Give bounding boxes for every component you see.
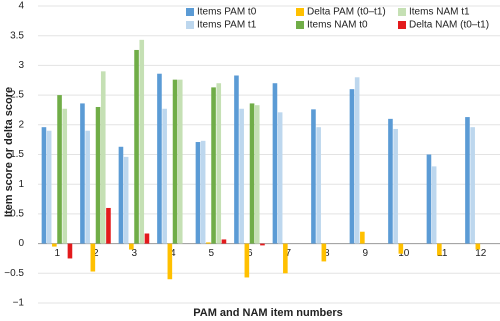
bar xyxy=(144,233,150,244)
legend-label: Items NAM t1 xyxy=(409,7,470,18)
legend-swatch xyxy=(398,21,406,29)
bar xyxy=(360,231,365,244)
legend-label: Delta NAM (t0–t1) xyxy=(409,20,489,31)
bar xyxy=(272,83,278,244)
y-tick-label: 1.5 xyxy=(10,149,24,160)
bar xyxy=(437,243,442,256)
bar xyxy=(311,109,316,244)
x-tick-label: 12 xyxy=(475,248,487,259)
legend-label: Delta PAM (t0–t1) xyxy=(307,7,386,18)
legend-swatch xyxy=(186,21,194,29)
bar xyxy=(41,127,47,244)
bar xyxy=(172,79,178,244)
bar xyxy=(239,108,244,244)
legend-label: Items PAM t0 xyxy=(197,7,257,18)
x-tick-label: 11 xyxy=(437,248,448,259)
bar xyxy=(254,105,260,244)
bar xyxy=(321,243,327,262)
legend-swatch xyxy=(296,8,304,16)
legend-swatch xyxy=(296,21,304,29)
bar xyxy=(244,243,250,278)
bar xyxy=(129,243,134,250)
y-tick-label: 1 xyxy=(18,179,24,190)
x-tick-label: 2 xyxy=(93,248,99,259)
bar xyxy=(106,207,111,244)
x-tick-label: 3 xyxy=(131,248,137,259)
bar xyxy=(211,87,216,244)
bar xyxy=(118,146,124,244)
y-tick-label: −1 xyxy=(13,298,25,309)
y-tick-label: 3 xyxy=(18,60,24,71)
x-tick-label: 5 xyxy=(208,248,214,259)
x-tick-label: 1 xyxy=(54,248,60,259)
bar xyxy=(95,106,101,244)
bar xyxy=(177,79,183,244)
bar xyxy=(46,130,52,244)
y-tick-label: 2 xyxy=(18,119,24,130)
bar xyxy=(260,243,265,246)
bar xyxy=(195,142,201,244)
bar xyxy=(134,49,139,244)
bar xyxy=(283,243,288,274)
x-tick-label: 6 xyxy=(247,248,253,259)
y-tick-label: 2.5 xyxy=(10,90,24,101)
bar xyxy=(470,127,475,244)
bar xyxy=(465,117,470,244)
bar xyxy=(249,103,255,244)
bar xyxy=(316,127,321,244)
y-tick-label: −0.5 xyxy=(4,268,24,279)
bar xyxy=(123,156,129,244)
bar xyxy=(167,243,173,280)
bar xyxy=(431,166,437,244)
legend-swatch xyxy=(186,8,194,16)
bar xyxy=(388,118,393,244)
bar xyxy=(206,242,211,244)
bar xyxy=(234,75,239,244)
bar xyxy=(393,128,398,244)
x-tick-label: 10 xyxy=(398,248,410,259)
bar xyxy=(157,73,162,244)
y-tick-label: 0.5 xyxy=(10,209,24,220)
y-tick-label: 3.5 xyxy=(10,30,24,41)
bar xyxy=(62,108,68,244)
bar xyxy=(67,243,73,259)
bar xyxy=(52,243,57,247)
bar xyxy=(139,39,145,244)
x-tick-label: 7 xyxy=(285,248,291,259)
legend-label: Items PAM t1 xyxy=(197,20,257,31)
bar xyxy=(57,95,62,244)
x-axis-label: PAM and NAM item numbers xyxy=(193,307,343,319)
legend-label: Items NAM t0 xyxy=(307,20,368,31)
y-tick-label: 4 xyxy=(18,1,24,12)
bar xyxy=(100,71,106,244)
bar xyxy=(354,77,360,244)
x-tick-label: 9 xyxy=(362,248,368,259)
x-tick-label: 8 xyxy=(324,248,330,259)
bar xyxy=(216,83,222,244)
bar xyxy=(85,130,90,244)
bar xyxy=(200,140,206,244)
y-tick-label: 0 xyxy=(18,238,24,249)
bar xyxy=(277,112,283,244)
y-axis-label: Item score or delta score xyxy=(3,87,15,217)
x-tick-label: 4 xyxy=(170,248,176,259)
bar xyxy=(162,108,167,244)
bar xyxy=(90,243,96,272)
bar xyxy=(349,89,355,244)
bar xyxy=(80,103,85,244)
bar xyxy=(221,239,227,244)
legend-swatch xyxy=(398,8,406,16)
bar xyxy=(398,243,404,254)
bar xyxy=(475,243,481,250)
bar xyxy=(426,154,432,244)
